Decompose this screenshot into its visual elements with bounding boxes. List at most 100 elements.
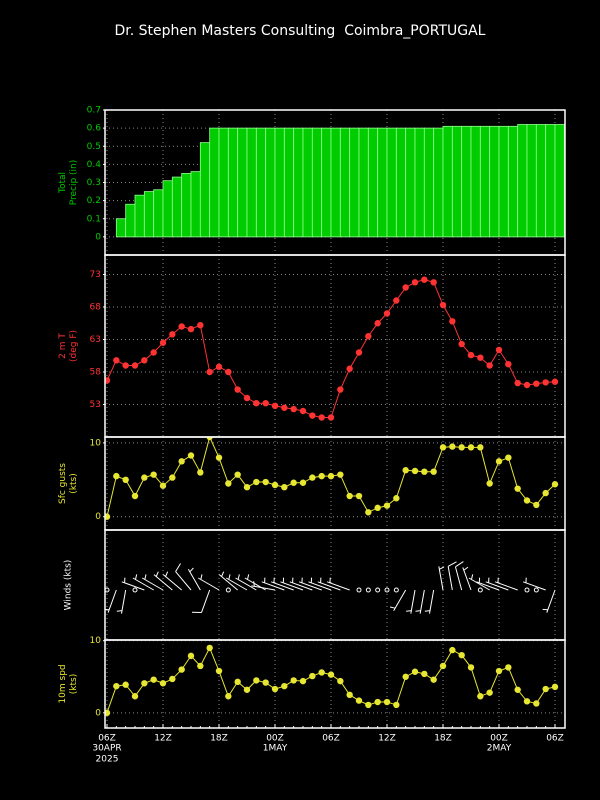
y-tick-label: 0.6: [87, 124, 102, 134]
point: [281, 682, 288, 690]
barb-staff: [162, 574, 182, 591]
wind-barb: [289, 577, 313, 591]
wind-barb: [197, 574, 220, 591]
wind-barb: [389, 589, 407, 612]
barb-staff: [447, 566, 453, 591]
point: [374, 698, 381, 706]
barb-staff: [187, 568, 201, 591]
wind-barb: [365, 587, 371, 593]
barb-half: [470, 574, 474, 580]
barb-half: [406, 610, 412, 612]
calm: [132, 587, 138, 593]
panel-frame: [104, 639, 566, 729]
point: [374, 504, 381, 512]
y-tick-label: 10: [90, 636, 102, 646]
wind-barb: [175, 563, 192, 591]
point: [495, 458, 503, 465]
point: [309, 672, 316, 680]
barb-half: [424, 610, 431, 612]
wind-barb: [317, 577, 341, 591]
bar: [143, 191, 155, 238]
barb-staff: [280, 581, 304, 591]
point: [206, 437, 213, 441]
y-tick-label: 73: [90, 270, 101, 280]
wind-barb: [524, 587, 530, 593]
point: [234, 678, 241, 686]
wind-barb: [393, 587, 399, 593]
bar: [199, 142, 211, 238]
bar: [461, 125, 472, 238]
calm: [477, 587, 483, 593]
bar: [246, 127, 257, 238]
wind-barb: [132, 574, 154, 591]
point: [141, 357, 148, 364]
point: [281, 404, 288, 411]
point: [383, 502, 391, 509]
point: [449, 443, 456, 450]
bar: [330, 127, 341, 238]
point: [113, 357, 120, 364]
y-axis-label: 10m spd: [58, 664, 68, 703]
bar: [283, 127, 295, 238]
point: [411, 467, 419, 475]
point: [505, 664, 512, 671]
wind-barb: [326, 577, 350, 591]
wind-barb: [542, 589, 556, 613]
wind-barb: [494, 577, 518, 591]
point: [150, 349, 157, 356]
wind-barb: [121, 577, 145, 591]
point: [318, 414, 325, 421]
calm: [225, 587, 231, 593]
y-tick-label: 0.5: [87, 142, 101, 152]
barb-staff: [175, 571, 192, 591]
point: [495, 346, 503, 354]
bar: [367, 127, 379, 238]
point: [105, 377, 111, 384]
wind-barb: [406, 589, 416, 614]
y-axis-label: Sfc gusts: [58, 463, 68, 504]
bar: [377, 127, 388, 238]
point: [271, 402, 279, 409]
barb-staff: [546, 589, 556, 613]
x-tick-label: 06Z: [98, 734, 116, 744]
wind-barb: [153, 571, 173, 591]
point: [458, 340, 465, 348]
point: [122, 476, 129, 484]
point: [234, 386, 241, 393]
x-date-label: 2MAY: [487, 744, 512, 754]
barb-half: [228, 574, 231, 580]
bar: [386, 127, 397, 238]
point: [542, 379, 549, 386]
point: [523, 698, 531, 705]
bar: [190, 171, 201, 238]
bar: [321, 127, 332, 238]
bar: [311, 127, 323, 238]
barb-half: [439, 566, 445, 570]
x-tick-label: 12Z: [378, 734, 396, 744]
barb-staff: [454, 566, 463, 591]
bar: [339, 127, 351, 238]
point: [393, 701, 400, 709]
wind-barb: [225, 587, 231, 593]
wind-barb: [132, 587, 138, 593]
point: [486, 689, 493, 696]
barb-staff: [468, 577, 490, 591]
barb-staff: [393, 589, 407, 612]
point: [187, 652, 195, 660]
barb-staff: [251, 585, 276, 591]
point: [197, 662, 204, 670]
point: [458, 651, 465, 659]
point: [131, 693, 139, 700]
barb-half: [144, 574, 147, 580]
x-date-label: 30APR: [92, 744, 121, 754]
point: [458, 444, 465, 451]
wind-barb: [191, 589, 211, 614]
y-axis-label: (kts): [69, 473, 79, 493]
point: [393, 495, 400, 502]
bar: [115, 218, 127, 238]
barb-staff: [121, 589, 127, 614]
wind-barb: [468, 574, 490, 591]
plot-area: [105, 644, 559, 717]
point: [169, 474, 176, 481]
bar: [293, 127, 304, 238]
